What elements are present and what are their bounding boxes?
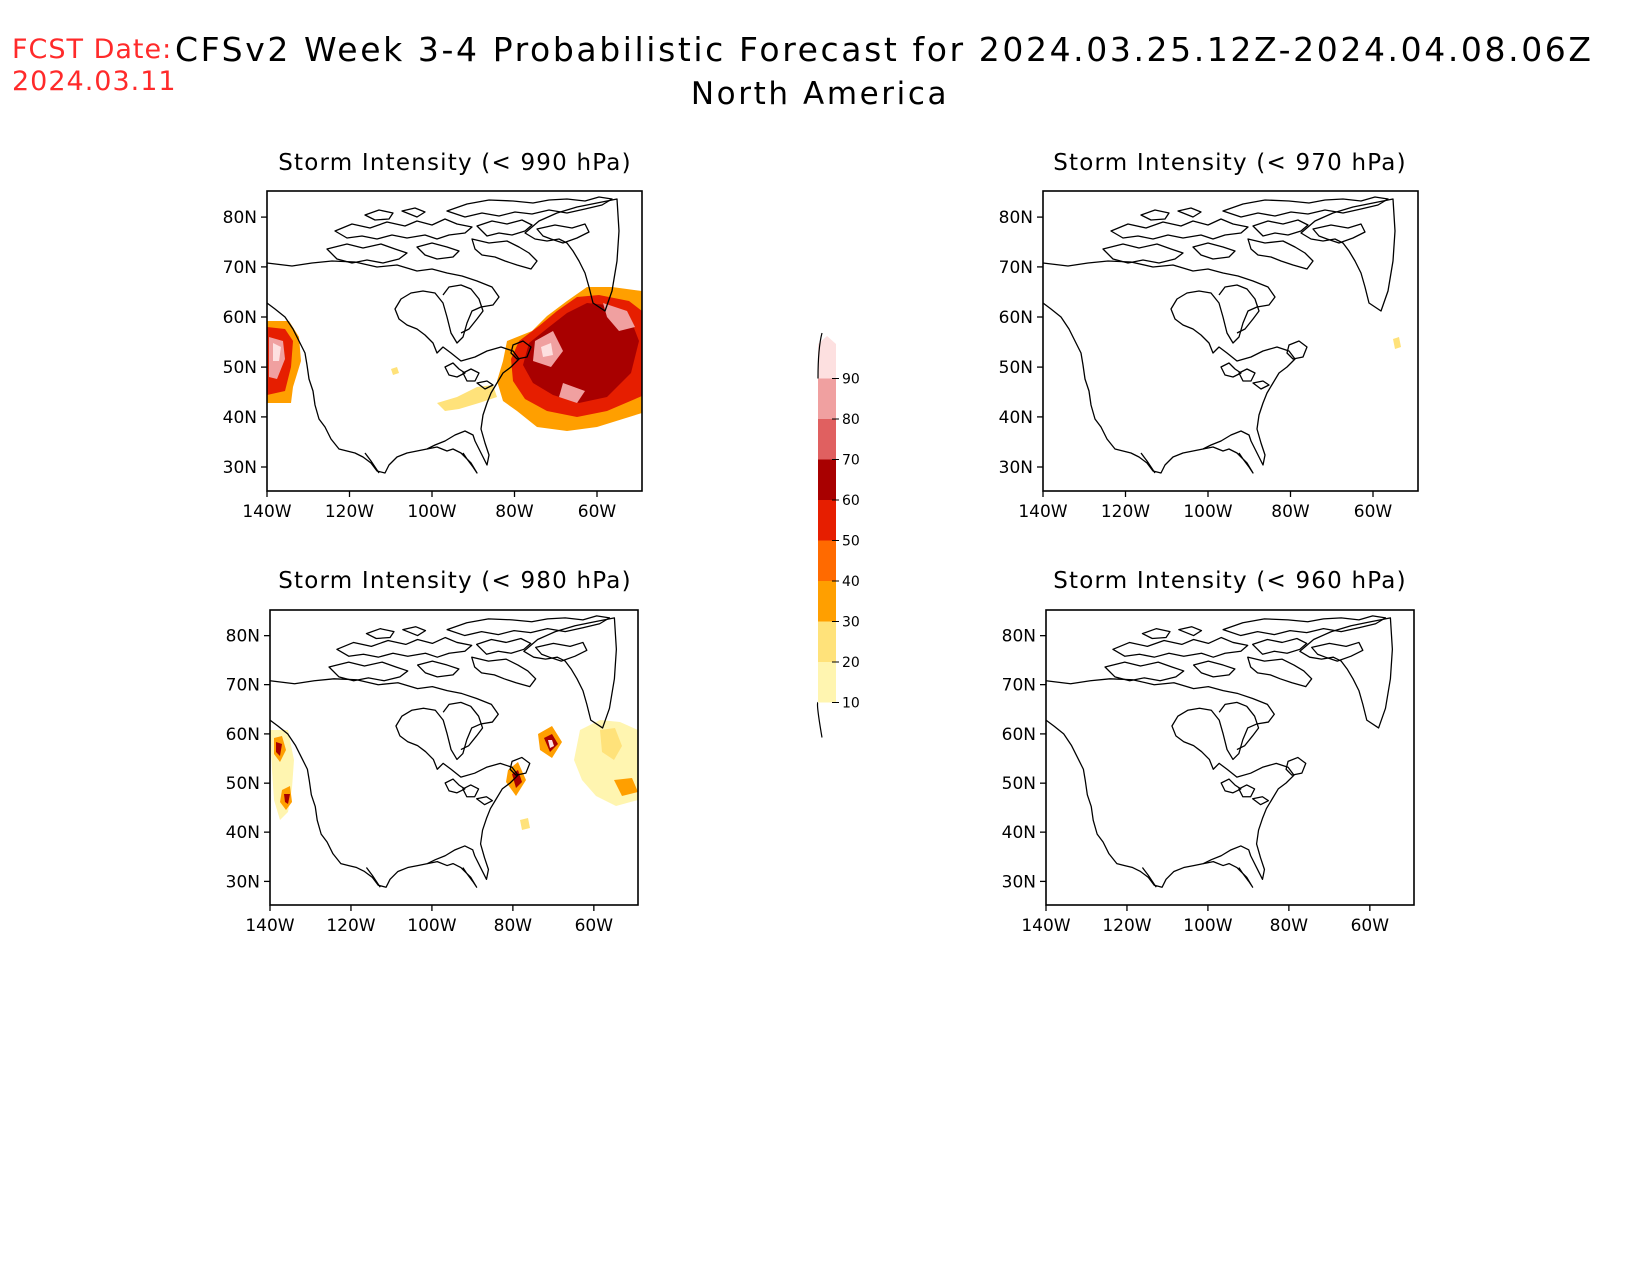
probability-area bbox=[437, 385, 497, 411]
region-title: North America bbox=[690, 76, 950, 112]
lon-tick-label: 100W bbox=[407, 502, 456, 522]
map-panel-990 bbox=[266, 190, 643, 492]
probability-area bbox=[520, 818, 530, 830]
lat-tick-label: 70N bbox=[999, 258, 1033, 278]
colorbar-label: 30 bbox=[842, 615, 860, 631]
lon-tick-label: 120W bbox=[1102, 916, 1151, 936]
lat-tick-label: 50N bbox=[223, 358, 257, 378]
colorbar-swatch bbox=[818, 621, 836, 662]
lat-tick-label: 80N bbox=[999, 208, 1033, 228]
lon-tick-label: 140W bbox=[242, 502, 291, 522]
lat-tick-label: 30N bbox=[226, 872, 260, 892]
lat-tick-label: 60N bbox=[223, 308, 257, 328]
lat-tick-label: 30N bbox=[1002, 872, 1036, 892]
lon-tick-label: 120W bbox=[325, 502, 374, 522]
lon-tick-label: 60W bbox=[575, 916, 614, 936]
lon-tick-label: 120W bbox=[326, 916, 375, 936]
colorbar: 10 20 30 40 50 60 70 80 90 bbox=[816, 332, 860, 738]
lat-tick-label: 70N bbox=[226, 676, 260, 696]
lat-tick-label: 70N bbox=[1002, 676, 1036, 696]
colorbar-swatch bbox=[818, 459, 836, 500]
lon-tick-label: 120W bbox=[1101, 502, 1150, 522]
panel-title-970: Storm Intensity (< 970 hPa) bbox=[1053, 150, 1407, 176]
probability-area bbox=[548, 740, 554, 748]
panel-title-980: Storm Intensity (< 980 hPa) bbox=[278, 568, 632, 594]
lon-tick-label: 80W bbox=[494, 916, 533, 936]
probability-area bbox=[600, 728, 622, 760]
colorbar-swatch bbox=[818, 540, 836, 581]
probability-area bbox=[284, 794, 290, 804]
probability-area bbox=[523, 303, 639, 403]
colorbar-label: 40 bbox=[842, 574, 860, 590]
probability-area bbox=[541, 343, 553, 357]
lat-tick-label: 50N bbox=[999, 358, 1033, 378]
lat-tick-label: 60N bbox=[999, 308, 1033, 328]
probability-area bbox=[559, 383, 585, 403]
map-panel-960 bbox=[1045, 609, 1415, 906]
lon-tick-label: 140W bbox=[1018, 502, 1067, 522]
lat-tick-label: 50N bbox=[226, 774, 260, 794]
lon-tick-label: 80W bbox=[1270, 916, 1309, 936]
forecast-date-value: 2024.03.11 bbox=[12, 66, 177, 97]
panel-title-990: Storm Intensity (< 990 hPa) bbox=[278, 150, 632, 176]
lat-tick-label: 40N bbox=[223, 408, 257, 428]
lon-tick-label: 60W bbox=[1354, 502, 1393, 522]
colorbar-swatch bbox=[818, 336, 836, 379]
lon-tick-label: 140W bbox=[1021, 916, 1070, 936]
lat-tick-label: 60N bbox=[1002, 725, 1036, 745]
probability-area bbox=[276, 742, 282, 756]
lon-tick-label: 100W bbox=[1183, 502, 1232, 522]
map-panel-980 bbox=[269, 609, 639, 906]
lon-tick-label: 60W bbox=[1351, 916, 1390, 936]
colorbar-label: 20 bbox=[842, 655, 860, 671]
probability-area bbox=[614, 778, 638, 796]
lon-tick-label: 80W bbox=[1271, 502, 1310, 522]
probability-area bbox=[391, 367, 399, 375]
probability-area bbox=[603, 303, 635, 331]
colorbar-label: 80 bbox=[842, 412, 860, 428]
probability-fill-980 bbox=[270, 720, 638, 830]
forecast-date-label: FCST Date: bbox=[12, 34, 173, 65]
probability-fill-970 bbox=[1393, 337, 1401, 349]
probability-fill-990 bbox=[267, 287, 642, 431]
axes-layer: 80N 70N 60N 50N 40N 30N 140W 120W 100W 80W 60W 80N 7… bbox=[223, 208, 1393, 936]
probability-area bbox=[1393, 337, 1401, 349]
colorbar-label: 10 bbox=[842, 696, 860, 712]
colorbar-swatch bbox=[818, 581, 836, 622]
lon-tick-label: 80W bbox=[495, 502, 534, 522]
lon-tick-label: 140W bbox=[245, 916, 294, 936]
lat-tick-label: 40N bbox=[226, 823, 260, 843]
lat-tick-label: 80N bbox=[1002, 627, 1036, 647]
lat-tick-label: 40N bbox=[1002, 823, 1036, 843]
colorbar-label: 90 bbox=[842, 372, 860, 388]
lat-tick-label: 50N bbox=[1002, 774, 1036, 794]
lon-tick-label: 60W bbox=[578, 502, 617, 522]
page-title: CFSv2 Week 3-4 Probabilistic Forecast fo… bbox=[175, 30, 1594, 69]
map-panel-970 bbox=[1042, 190, 1419, 492]
lat-tick-label: 70N bbox=[223, 258, 257, 278]
panel-title-960: Storm Intensity (< 960 hPa) bbox=[1053, 568, 1407, 594]
lat-tick-label: 60N bbox=[226, 725, 260, 745]
lat-tick-label: 80N bbox=[223, 208, 257, 228]
colorbar-swatch bbox=[818, 662, 836, 703]
lat-tick-label: 40N bbox=[999, 408, 1033, 428]
lat-tick-label: 80N bbox=[226, 627, 260, 647]
colorbar-swatch bbox=[818, 378, 836, 419]
colorbar-label: 70 bbox=[842, 453, 860, 469]
lat-tick-label: 30N bbox=[999, 458, 1033, 478]
colorbar-swatch bbox=[818, 419, 836, 460]
lat-tick-label: 30N bbox=[223, 458, 257, 478]
colorbar-swatch bbox=[818, 500, 836, 541]
colorbar-label: 60 bbox=[842, 493, 860, 509]
probability-area bbox=[273, 343, 281, 361]
colorbar-label: 50 bbox=[842, 534, 860, 550]
lon-tick-label: 100W bbox=[1183, 916, 1232, 936]
lon-tick-label: 100W bbox=[407, 916, 456, 936]
